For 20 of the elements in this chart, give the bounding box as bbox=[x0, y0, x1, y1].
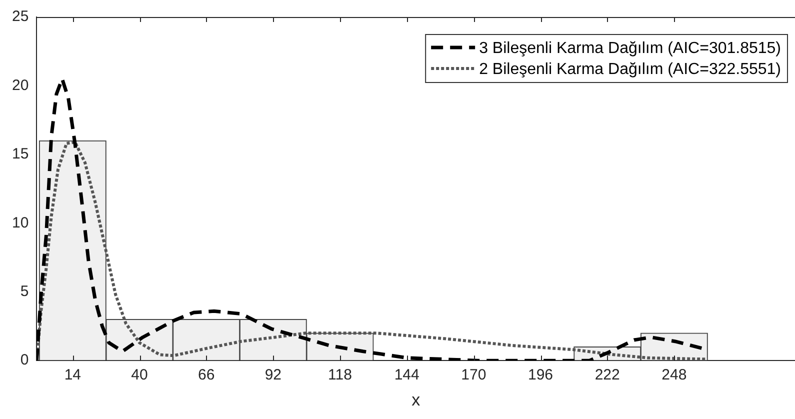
x-axis-title: x bbox=[412, 390, 421, 410]
x-tick-label: 222 bbox=[594, 366, 620, 384]
x-tick-label: 40 bbox=[131, 366, 148, 384]
x-tick-label: 14 bbox=[64, 366, 82, 384]
y-tick-label: 10 bbox=[12, 214, 29, 232]
x-tick-label: 248 bbox=[662, 366, 687, 384]
y-tick-label: 0 bbox=[20, 352, 29, 369]
x-tick-label: 170 bbox=[461, 366, 486, 384]
x-tick-label: 144 bbox=[394, 366, 420, 384]
x-tick-label: 196 bbox=[528, 366, 554, 384]
y-tick-label: 20 bbox=[12, 76, 29, 94]
y-tick-label: 15 bbox=[12, 146, 29, 163]
line-series bbox=[36, 140, 709, 361]
x-tick-label: 118 bbox=[328, 366, 352, 384]
y-tick-label: 5 bbox=[20, 283, 29, 300]
x-tick-label: 66 bbox=[198, 366, 215, 384]
legend-label: 3 Bileşenli Karma Dağılım (AIC=301.8515) bbox=[479, 40, 781, 57]
y-tick-label: 25 bbox=[12, 8, 29, 26]
x-tick-label: 92 bbox=[264, 366, 282, 384]
legend-label: 2 Bileşenli Karma Dağılım (AIC=322.5551) bbox=[479, 60, 781, 78]
